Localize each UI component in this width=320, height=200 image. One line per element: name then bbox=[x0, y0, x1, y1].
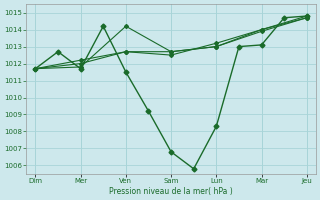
X-axis label: Pression niveau de la mer( hPa ): Pression niveau de la mer( hPa ) bbox=[109, 187, 233, 196]
